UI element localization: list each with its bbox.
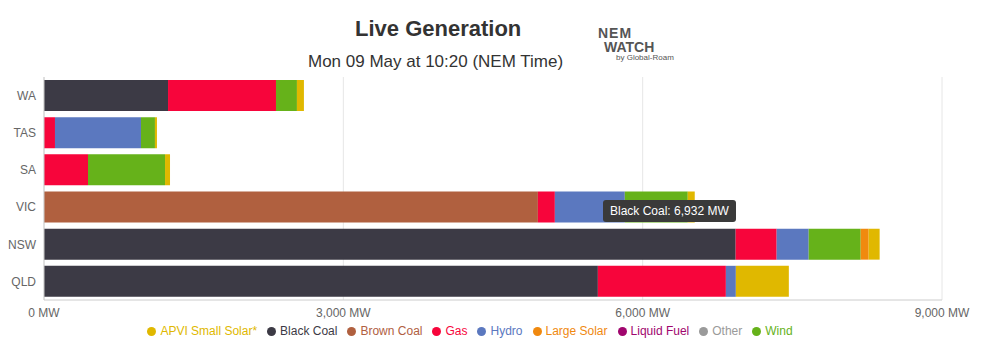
html-text:Liquid Fuel: Liquid Fuel [630, 324, 690, 338]
svg-text:9,000 MW: 9,000 MW [915, 306, 970, 320]
svg-text:QLD: QLD [11, 275, 36, 289]
html-text:Other: Other [712, 324, 743, 338]
svg-text:VIC: VIC [16, 200, 36, 214]
html-text:Black Coal: Black Coal [280, 324, 338, 338]
svg-text:3,000 MW: 3,000 MW [316, 306, 371, 320]
svg-text:SA: SA [20, 163, 36, 177]
html-text:APVI Small Solar*: APVI Small Solar* [160, 324, 258, 338]
html-text:Wind: Wind [765, 324, 793, 338]
html-text:Brown Coal: Brown Coal [360, 324, 423, 338]
html-text:WATCH: WATCH [604, 39, 655, 55]
svg-text:0 MW: 0 MW [28, 306, 60, 320]
svg-text:NSW: NSW [8, 238, 37, 252]
html-text:Hydro: Hydro [490, 324, 523, 338]
html-text:Black Coal: 6,932 MW: Black Coal: 6,932 MW [610, 204, 729, 218]
html-text:Mon 09 May at 10:20 (NEM Time): Mon 09 May at 10:20 (NEM Time) [308, 52, 564, 71]
html-text:Large Solar: Large Solar [545, 324, 608, 338]
html-text:by Global-Roam: by Global-Roam [616, 53, 674, 62]
svg-text:6,000 MW: 6,000 MW [615, 306, 670, 320]
html-text:Live Generation: Live Generation [355, 16, 522, 41]
svg-text:WA: WA [17, 89, 36, 103]
html-text:Gas: Gas [445, 324, 468, 338]
html-text:NEM: NEM [598, 25, 633, 41]
svg-text:TAS: TAS [14, 126, 36, 140]
